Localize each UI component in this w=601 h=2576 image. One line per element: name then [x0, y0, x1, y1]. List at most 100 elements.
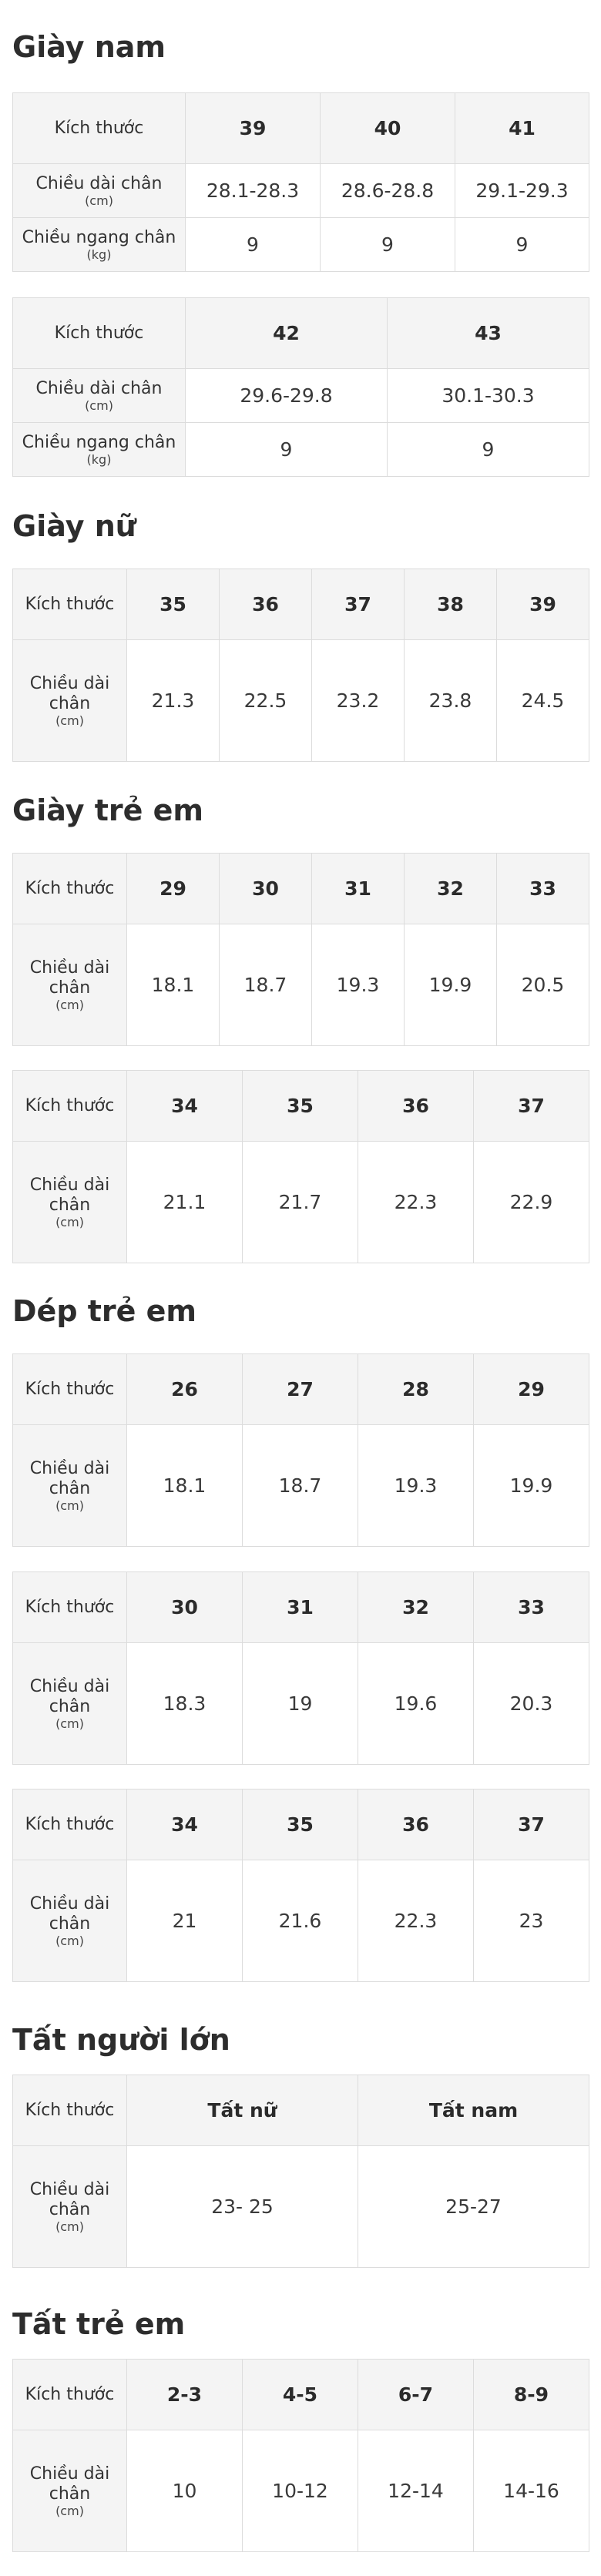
row-unit: (kg): [86, 451, 112, 467]
size-cell: 8-9: [473, 2359, 589, 2430]
size-cell: 35: [242, 1789, 358, 1860]
size-cell: 6-7: [358, 2359, 474, 2430]
row-unit: (cm): [55, 1214, 84, 1229]
size-cell: 39: [185, 92, 321, 164]
table-row: Chiều dài chân (cm) 18.1 18.7 19.3 19.9 20.5: [12, 924, 589, 1046]
size-header-label: Kích thước: [12, 569, 127, 640]
value-cell: 19.3: [358, 1424, 474, 1547]
size-table-giay-tre-em-1: Kích thước 29 30 31 32 33 Chiều dài chân (cm) 18…: [12, 853, 589, 1046]
size-cell: 36: [358, 1789, 474, 1860]
section-title-tat-tre-em: Tất trẻ em: [12, 2307, 186, 2341]
row-label-cell: Chiều dài chân (cm): [12, 1642, 127, 1765]
section-title-giay-nam: Giày nam: [12, 30, 166, 64]
size-table-giay-nam-1: Kích thước 39 40 41 Chiều dài chân (cm) 28.1-2…: [12, 92, 589, 272]
value-cell: 14-16: [473, 2430, 589, 2552]
size-table-tat-nguoi-lon-1: Kích thước Tất nữ Tất nam Chiều dài chân (cm…: [12, 2075, 589, 2268]
value-cell: 23.2: [311, 639, 405, 762]
row-label: Chiều ngang chân: [22, 432, 176, 452]
size-cell: 31: [311, 853, 405, 924]
table-header-row: Kích thước 42 43: [12, 297, 589, 369]
value-cell: 19.3: [311, 924, 405, 1046]
size-cell: 37: [473, 1789, 589, 1860]
row-label: Chiều dài chân: [29, 1458, 110, 1498]
size-cell: 36: [358, 1070, 474, 1142]
size-cell: 4-5: [242, 2359, 358, 2430]
size-cell: 37: [311, 569, 405, 640]
size-cell: 30: [219, 853, 312, 924]
value-cell: 19: [242, 1642, 358, 1765]
value-cell: 21.1: [126, 1141, 243, 1263]
size-cell: 29: [473, 1353, 589, 1425]
value-cell: 18.1: [126, 1424, 243, 1547]
row-label: Chiều dài chân: [29, 2464, 110, 2504]
size-table-dep-tre-em-1: Kích thước 26 27 28 29 Chiều dài chân (cm) 18.1…: [12, 1353, 589, 1547]
value-cell: 30.1-30.3: [387, 368, 589, 423]
size-table-giay-nu-1: Kích thước 35 36 37 38 39 Chiều dài chân (cm) 21…: [12, 569, 589, 762]
table-row: Chiều dài chân (cm) 21 21.6 22.3 23: [12, 1860, 589, 1982]
value-cell: 9: [185, 217, 321, 272]
row-label-cell: Chiều dài chân (cm): [12, 2145, 127, 2268]
row-label-cell: Chiều ngang chân (kg): [12, 422, 186, 477]
table-row: Chiều dài chân (cm) 18.1 18.7 19.3 19.9: [12, 1424, 589, 1547]
row-unit: (cm): [55, 2503, 84, 2518]
value-cell: 18.1: [126, 924, 220, 1046]
row-label-cell: Chiều ngang chân (kg): [12, 217, 186, 272]
size-header-label: Kích thước: [12, 92, 186, 164]
row-label-cell: Chiều dài chân (cm): [12, 1141, 127, 1263]
size-cell: Tất nữ: [126, 2075, 358, 2146]
size-header-label: Kích thước: [12, 1353, 127, 1425]
row-unit: (cm): [55, 713, 84, 728]
size-cell: 29: [126, 853, 220, 924]
row-label: Chiều dài chân: [29, 1175, 110, 1215]
size-table-dep-tre-em-2: Kích thước 30 31 32 33 Chiều dài chân (cm) 18.3…: [12, 1571, 589, 1765]
size-table-tat-tre-em-1: Kích thước 2-3 4-5 6-7 8-9 Chiều dài chân (cm)…: [12, 2359, 589, 2552]
value-cell: 21.7: [242, 1141, 358, 1263]
table-header-row: Kích thước 35 36 37 38 39: [12, 569, 589, 640]
size-header-label: Kích thước: [12, 1789, 127, 1860]
value-cell: 18.7: [242, 1424, 358, 1547]
row-label: Chiều dài chân: [29, 958, 110, 998]
size-cell: 42: [185, 297, 388, 369]
row-unit: (cm): [55, 1498, 84, 1513]
row-label-cell: Chiều dài chân (cm): [12, 1860, 127, 1982]
section-title-giay-tre-em: Giày trẻ em: [12, 793, 203, 827]
row-label-cell: Chiều dài chân (cm): [12, 163, 186, 218]
size-header-label: Kích thước: [12, 1571, 127, 1643]
size-cell: 32: [358, 1571, 474, 1643]
size-cell: 38: [404, 569, 497, 640]
value-cell: 28.1-28.3: [185, 163, 321, 218]
row-label-cell: Chiều dài chân (cm): [12, 368, 186, 423]
row-unit: (cm): [55, 997, 84, 1012]
table-header-row: Kích thước Tất nữ Tất nam: [12, 2075, 589, 2146]
value-cell: 23- 25: [126, 2145, 358, 2268]
size-cell: 33: [473, 1571, 589, 1643]
row-label: Chiều dài chân: [29, 673, 110, 713]
size-cell: 40: [320, 92, 455, 164]
size-cell: 33: [496, 853, 589, 924]
size-cell: 36: [219, 569, 312, 640]
row-unit: (cm): [55, 2219, 84, 2234]
table-row: Chiều dài chân (cm) 21.1 21.7 22.3 22.9: [12, 1141, 589, 1263]
value-cell: 24.5: [496, 639, 589, 762]
size-table-dep-tre-em-3: Kích thước 34 35 36 37 Chiều dài chân (cm) 21 21…: [12, 1789, 589, 1982]
table-row: Chiều dài chân (cm) 23- 25 25-27: [12, 2145, 589, 2268]
table-header-row: Kích thước 26 27 28 29: [12, 1353, 589, 1425]
row-label-cell: Chiều dài chân (cm): [12, 924, 127, 1046]
table-row: Chiều ngang chân (kg) 9 9: [12, 422, 589, 477]
table-header-row: Kích thước 29 30 31 32 33: [12, 853, 589, 924]
value-cell: 21.6: [242, 1860, 358, 1982]
value-cell: 22.3: [358, 1860, 474, 1982]
value-cell: 18.3: [126, 1642, 243, 1765]
size-table-giay-nam-2: Kích thước 42 43 Chiều dài chân (cm) 29.6-29.…: [12, 297, 589, 477]
size-cell: Tất nam: [358, 2075, 589, 2146]
table-row: Chiều ngang chân (kg) 9 9 9: [12, 217, 589, 272]
table-row: Chiều dài chân (cm) 18.3 19 19.6 20.3: [12, 1642, 589, 1765]
table-row: Chiều dài chân (cm) 10 10-12 12-14 14-16: [12, 2430, 589, 2552]
row-label-cell: Chiều dài chân (cm): [12, 2430, 127, 2552]
value-cell: 23: [473, 1860, 589, 1982]
value-cell: 9: [455, 217, 589, 272]
row-label: Chiều dài chân: [29, 1893, 110, 1934]
value-cell: 19.6: [358, 1642, 474, 1765]
size-cell: 34: [126, 1070, 243, 1142]
section-title-tat-nguoi-lon: Tất người lớn: [12, 2023, 230, 2057]
